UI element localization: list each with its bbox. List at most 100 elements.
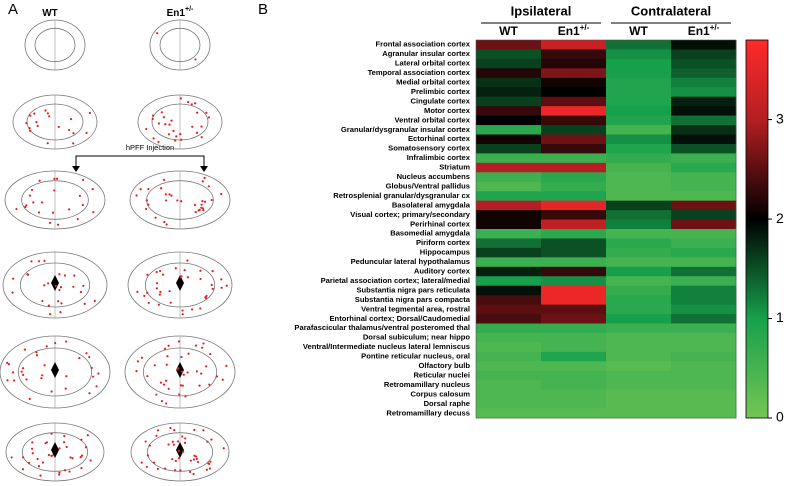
label-dot <box>191 308 194 311</box>
label-dot <box>146 375 149 378</box>
heat-cell <box>671 106 737 116</box>
label-dot <box>225 284 228 287</box>
heat-cell <box>671 87 737 98</box>
label-dot <box>156 32 159 35</box>
heat-cell <box>606 389 672 400</box>
label-dot <box>25 204 28 207</box>
label-dot <box>208 462 211 466</box>
label-dot <box>54 284 57 287</box>
heat-cell <box>541 323 607 334</box>
row-label: Cingulate cortex <box>411 96 471 105</box>
label-dot <box>155 287 158 290</box>
label-dot <box>159 381 163 384</box>
label-dot <box>11 277 15 280</box>
label-dot <box>155 270 158 274</box>
heat-cell <box>541 399 607 409</box>
heat-cell <box>606 323 672 334</box>
label-dot <box>194 344 198 347</box>
label-dot <box>58 273 61 276</box>
label-dot <box>35 121 38 124</box>
heat-cell <box>476 408 542 419</box>
column-label: En1+/- <box>558 23 590 38</box>
label-dot <box>37 211 41 214</box>
label-dot <box>181 313 184 316</box>
label-dot <box>200 346 204 349</box>
label-dot <box>32 201 35 204</box>
label-dot <box>177 457 181 460</box>
label-dot <box>72 142 75 145</box>
heat-cell <box>671 153 737 164</box>
label-dot <box>73 274 76 277</box>
heat-cell <box>671 276 737 287</box>
label-dot <box>40 201 44 204</box>
label-dot <box>203 176 206 180</box>
brain-inner <box>159 27 201 63</box>
heat-cell <box>541 125 607 135</box>
label-dot <box>205 111 208 114</box>
brain-inner <box>17 347 93 397</box>
heat-cell <box>541 238 607 249</box>
group-label: Contralateral <box>631 3 711 18</box>
heat-cell <box>606 304 672 315</box>
heat-cell <box>606 191 672 202</box>
label-dot <box>186 371 189 374</box>
heat-cell <box>606 162 672 173</box>
label-dot <box>204 200 207 203</box>
row-label: Granular/dysgranular insular cortex <box>341 125 471 134</box>
heat-cell <box>606 58 672 69</box>
row-label: Visual cortex; primary/secondary <box>350 210 471 219</box>
row-label: Striatum <box>439 163 470 172</box>
label-dot <box>184 437 187 440</box>
colorbar-tick-label: 3 <box>776 110 784 126</box>
heat-cell <box>671 134 737 145</box>
label-dot <box>20 370 23 373</box>
label-dot <box>65 375 68 378</box>
label-dot <box>93 299 96 303</box>
row-label: Ventral tegmental area, rostral <box>361 304 470 313</box>
label-dot <box>200 136 203 139</box>
label-dot <box>43 284 46 287</box>
label-dot <box>69 456 72 459</box>
label-dot <box>36 124 39 128</box>
heat-cell <box>606 125 672 135</box>
label-dot <box>172 129 175 132</box>
row-label: Pontine reticular nucleus, oral <box>361 352 470 361</box>
heat-cell <box>541 153 607 164</box>
label-dot <box>48 221 52 224</box>
label-dot <box>193 454 196 457</box>
heat-cell <box>476 162 542 173</box>
label-dot <box>78 194 81 197</box>
heat-cell <box>606 285 672 296</box>
heat-cell <box>541 295 607 305</box>
heat-cell <box>476 285 542 296</box>
row-label: Substantia nigra pars reticulata <box>356 285 470 294</box>
label-dot <box>180 370 184 373</box>
heat-cell <box>476 40 542 50</box>
label-dot <box>177 367 180 370</box>
label-dot <box>63 434 66 438</box>
brain-inner <box>144 262 216 308</box>
label-dot <box>195 370 199 373</box>
label-dot <box>25 378 28 381</box>
label-dot <box>192 472 195 476</box>
label-dot <box>182 450 185 453</box>
label-dot <box>82 178 85 181</box>
heat-cell <box>476 77 542 88</box>
label-dot <box>45 441 48 444</box>
heat-cell <box>671 181 737 192</box>
label-dot <box>164 379 168 382</box>
column-label: WT <box>499 24 518 38</box>
heat-cell <box>671 408 737 419</box>
label-dot <box>72 132 75 135</box>
heat-cell <box>606 332 672 343</box>
label-dot <box>155 393 158 396</box>
label-dot <box>183 441 187 444</box>
label-dot <box>163 467 167 470</box>
heat-cell <box>671 40 737 50</box>
label-dot <box>140 461 143 464</box>
heat-cell <box>476 153 542 164</box>
label-dot <box>160 111 163 114</box>
label-dot <box>21 468 25 471</box>
heat-cell <box>606 181 672 192</box>
label-dot <box>43 259 46 262</box>
